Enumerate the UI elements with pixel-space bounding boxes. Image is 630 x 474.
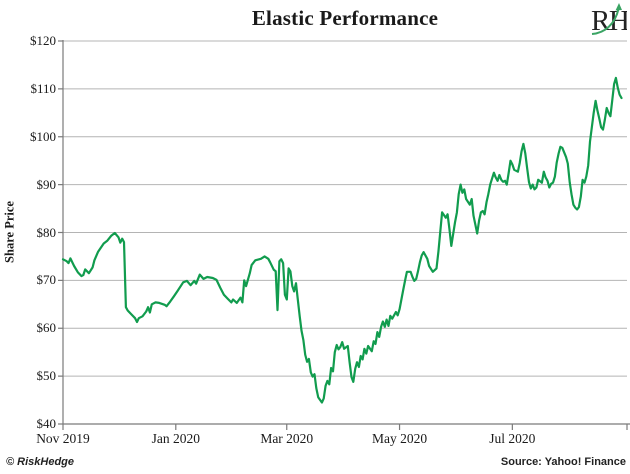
source-note: Source: Yahoo! Finance [500, 456, 626, 468]
x-axis-tick-label: Mar 2020 [260, 431, 314, 446]
riskhedge-logo: RH [591, 3, 627, 37]
x-axis-tick-label: Jan 2020 [151, 431, 200, 446]
y-axis-tick-label: $50 [36, 368, 57, 384]
grid-lines [63, 40, 627, 377]
copyright-note: © RiskHedge [6, 456, 75, 468]
logo-letters: RH [591, 5, 627, 37]
y-axis-tick-label: $100 [30, 128, 56, 144]
logo-arrowhead-icon [615, 3, 622, 11]
x-axis-tick-label: Nov 2019 [36, 431, 90, 446]
y-axis-tick-label: $40 [36, 416, 57, 431]
axes-and-ticks [58, 40, 630, 430]
y-axis-tick-label: $80 [36, 224, 57, 240]
x-axis-tick-label: May 2020 [371, 431, 428, 446]
y-axis-tick-label: $70 [36, 272, 57, 288]
y-axis-tick-label: $90 [36, 176, 57, 192]
y-axis-tick-label: $110 [30, 80, 56, 96]
y-axis-tick-label: $120 [30, 33, 56, 48]
chart-title: Elastic Performance [251, 6, 439, 30]
x-axis-tick-label: Jul 2020 [489, 431, 536, 446]
price-line-series [61, 76, 623, 404]
logo-arrow-icon [591, 8, 620, 35]
y-axis-tick-label: $60 [36, 320, 57, 336]
